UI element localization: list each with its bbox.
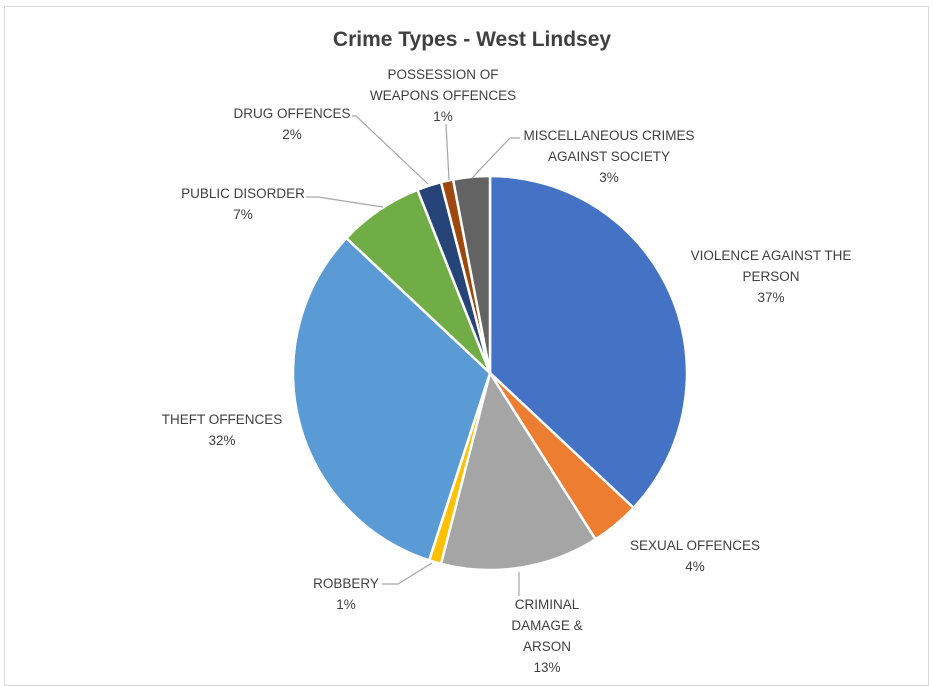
pie-slice-criminal-damage-arson bbox=[439, 371, 597, 572]
pie-slice-miscellaneous-crimes-against-society bbox=[451, 174, 492, 375]
data-label-category: PUBLIC DISORDER bbox=[181, 186, 305, 201]
data-label-category: DAMAGE & bbox=[511, 618, 582, 633]
pie-slice-violence-against-the-person bbox=[488, 174, 689, 510]
pie-slices bbox=[291, 174, 689, 572]
leader-line bbox=[306, 196, 384, 208]
data-label-category: THEFT OFFENCES bbox=[162, 412, 283, 427]
data-label-percent: 1% bbox=[433, 109, 453, 124]
pie-slice-theft-offences bbox=[291, 236, 492, 562]
chart-title: Crime Types - West Lindsey bbox=[333, 28, 611, 51]
data-label: DRUG OFFENCES 2% bbox=[233, 106, 350, 142]
data-label: VIOLENCE AGAINST THE PERSON 37% bbox=[691, 248, 852, 305]
leader-lines bbox=[306, 115, 520, 596]
data-label-category: VIOLENCE AGAINST THE bbox=[691, 248, 852, 263]
data-label: CRIMINAL DAMAGE & ARSON 13% bbox=[511, 597, 582, 675]
leader-line bbox=[382, 562, 433, 585]
data-label-percent: 3% bbox=[599, 170, 619, 185]
data-label-percent: 2% bbox=[282, 127, 302, 142]
data-label-category: ROBBERY bbox=[313, 576, 379, 591]
leader-line bbox=[445, 123, 450, 181]
data-label-category: AGAINST SOCIETY bbox=[548, 149, 670, 164]
data-label-percent: 13% bbox=[533, 660, 560, 675]
data-label-category: POSSESSION OF bbox=[387, 67, 498, 82]
data-labels: VIOLENCE AGAINST THE PERSON 37% SEXUAL OFFE… bbox=[162, 67, 852, 675]
data-label-percent: 1% bbox=[336, 597, 356, 612]
data-label-percent: 7% bbox=[233, 207, 253, 222]
data-label-category: CRIMINAL bbox=[515, 597, 580, 612]
data-label-category: WEAPONS OFFENCES bbox=[370, 88, 516, 103]
data-label-category: DRUG OFFENCES bbox=[233, 106, 350, 121]
data-label-category: MISCELLANEOUS CRIMES bbox=[523, 128, 694, 143]
data-label: PUBLIC DISORDER 7% bbox=[181, 186, 305, 222]
data-label: MISCELLANEOUS CRIMES AGAINST SOCIETY 3% bbox=[523, 128, 694, 185]
data-label-category: PERSON bbox=[742, 269, 799, 284]
leader-line bbox=[471, 137, 520, 179]
data-label: SEXUAL OFFENCES 4% bbox=[630, 538, 760, 574]
data-label-percent: 32% bbox=[208, 433, 235, 448]
data-label-category: ARSON bbox=[523, 639, 571, 654]
leader-line bbox=[352, 115, 429, 185]
data-label-percent: 4% bbox=[685, 559, 705, 574]
data-label-category: SEXUAL OFFENCES bbox=[630, 538, 760, 553]
data-label-percent: 37% bbox=[757, 290, 784, 305]
data-label: THEFT OFFENCES 32% bbox=[162, 412, 283, 448]
data-label: POSSESSION OF WEAPONS OFFENCES 1% bbox=[370, 67, 516, 124]
data-label: ROBBERY 1% bbox=[313, 576, 379, 612]
